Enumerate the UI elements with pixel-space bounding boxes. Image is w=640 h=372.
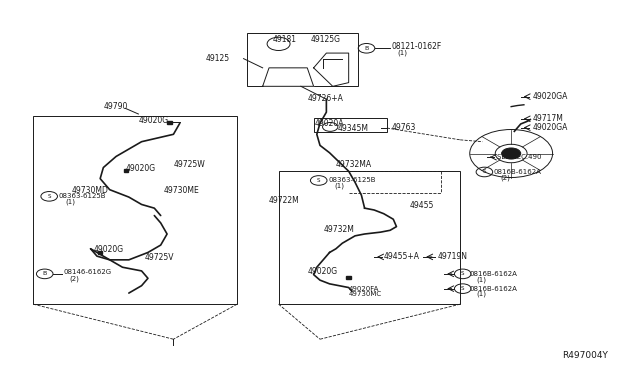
Text: 49020A: 49020A bbox=[315, 119, 344, 128]
Text: S: S bbox=[47, 194, 51, 199]
Bar bbox=[33, 116, 237, 304]
Text: 49719N: 49719N bbox=[438, 252, 468, 262]
Text: 08121-0162F: 08121-0162F bbox=[392, 42, 442, 51]
Text: 49732M: 49732M bbox=[323, 225, 354, 234]
Text: 0816B-6162A: 0816B-6162A bbox=[470, 286, 518, 292]
Text: 49125: 49125 bbox=[205, 54, 229, 63]
Text: 49722M: 49722M bbox=[269, 196, 300, 205]
Bar bbox=[124, 169, 128, 171]
Text: 49790: 49790 bbox=[103, 102, 128, 111]
Text: 49181: 49181 bbox=[272, 35, 296, 44]
Polygon shape bbox=[262, 68, 314, 86]
Text: (1): (1) bbox=[476, 291, 486, 298]
Text: 0816B-6162A: 0816B-6162A bbox=[470, 271, 518, 277]
Text: 49717M: 49717M bbox=[532, 114, 563, 123]
Text: 08363-6125B: 08363-6125B bbox=[59, 193, 106, 199]
Text: (1): (1) bbox=[397, 49, 408, 55]
Text: S: S bbox=[317, 178, 321, 183]
Text: SEE SEC.490: SEE SEC.490 bbox=[497, 154, 541, 160]
Text: 49455: 49455 bbox=[409, 201, 433, 210]
Text: 49020G: 49020G bbox=[138, 116, 168, 125]
Text: 49730MD: 49730MD bbox=[72, 186, 108, 195]
Text: 49732MA: 49732MA bbox=[336, 160, 372, 169]
Text: 49345M: 49345M bbox=[337, 124, 368, 132]
Text: S: S bbox=[461, 272, 465, 276]
Text: 49020G: 49020G bbox=[125, 164, 156, 173]
Text: 49020GA: 49020GA bbox=[532, 123, 568, 132]
Text: (2): (2) bbox=[70, 275, 79, 282]
Text: 49725W: 49725W bbox=[173, 160, 205, 169]
Bar bbox=[246, 33, 358, 86]
Text: (1): (1) bbox=[65, 199, 75, 205]
Text: (2): (2) bbox=[500, 174, 510, 181]
Text: 49020G: 49020G bbox=[307, 267, 337, 276]
Bar bbox=[314, 118, 387, 132]
Text: 49763: 49763 bbox=[392, 123, 416, 132]
Circle shape bbox=[502, 148, 521, 159]
Text: (1): (1) bbox=[476, 276, 486, 283]
Bar bbox=[167, 121, 172, 124]
Text: 49730MC: 49730MC bbox=[349, 291, 382, 297]
Bar bbox=[98, 251, 102, 254]
Text: 49020G: 49020G bbox=[94, 246, 124, 254]
Text: R497004Y: R497004Y bbox=[562, 351, 608, 360]
Text: 08146-6162G: 08146-6162G bbox=[63, 269, 111, 275]
Text: 49455+A: 49455+A bbox=[384, 252, 420, 262]
Text: 49730ME: 49730ME bbox=[164, 186, 200, 195]
Text: B: B bbox=[43, 272, 47, 276]
Text: 49020GA: 49020GA bbox=[532, 92, 568, 101]
Text: 49725V: 49725V bbox=[145, 253, 174, 262]
Text: 49726+A: 49726+A bbox=[307, 94, 343, 103]
Text: 49125G: 49125G bbox=[310, 35, 340, 44]
Bar bbox=[278, 171, 460, 304]
Text: (1): (1) bbox=[335, 183, 345, 189]
Text: 08363-6125B: 08363-6125B bbox=[328, 177, 376, 183]
Bar bbox=[346, 276, 351, 279]
Text: B: B bbox=[364, 46, 369, 51]
Text: 0816B-6162A: 0816B-6162A bbox=[494, 169, 542, 175]
Text: S: S bbox=[461, 286, 465, 291]
Text: 49020FA: 49020FA bbox=[349, 286, 379, 292]
Text: S: S bbox=[483, 170, 486, 174]
